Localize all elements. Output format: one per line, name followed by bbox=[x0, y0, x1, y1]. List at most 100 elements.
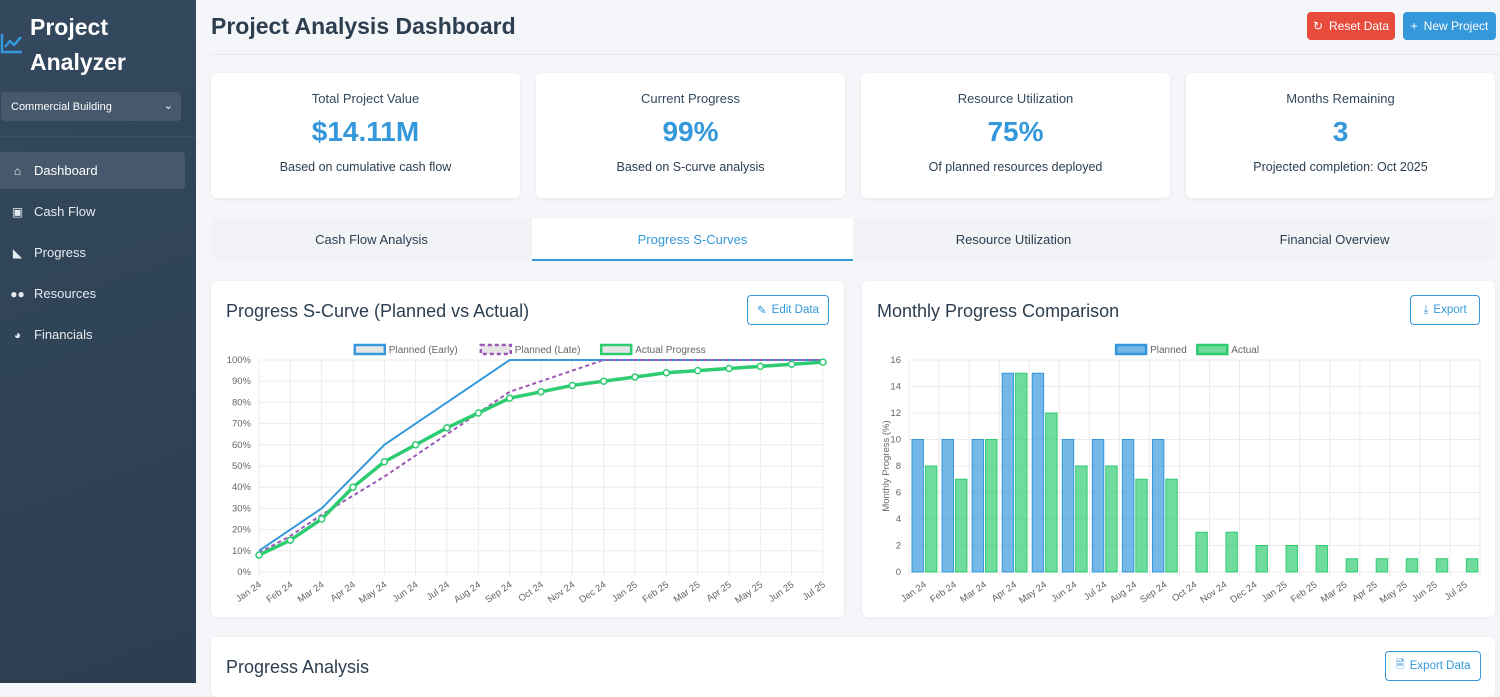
button-label: Export Data bbox=[1409, 660, 1471, 672]
bar-actual bbox=[1075, 465, 1088, 573]
legend-label: Actual Progress bbox=[635, 345, 706, 356]
y-tick-label: 12 bbox=[890, 408, 901, 419]
bar-planned bbox=[1001, 372, 1015, 573]
stat-value: 3 bbox=[1332, 116, 1349, 147]
stat-card-months-remaining: Months Remaining 3 Projected completion: O… bbox=[1186, 73, 1495, 198]
bar-actual bbox=[1165, 478, 1178, 573]
s-curve-chart: 0%10%20%30%40%50%60%70%80%90%100%Jan 24 F… bbox=[227, 343, 828, 606]
y-tick-label: 100% bbox=[227, 355, 252, 366]
data-point bbox=[474, 409, 483, 417]
bar-planned bbox=[1091, 439, 1105, 573]
nav-label: Cash Flow bbox=[34, 204, 96, 219]
bar-planned bbox=[1061, 439, 1075, 573]
y-tick-label: 0 bbox=[896, 567, 901, 578]
x-tick-label: Jan 24 bbox=[234, 579, 264, 604]
nav-label: Financials bbox=[34, 327, 93, 342]
bar-actual bbox=[924, 465, 938, 573]
redo-icon: ↻ bbox=[1312, 19, 1324, 33]
x-tick-label: Jun 25 bbox=[767, 579, 797, 604]
s-curve-card: Progress S-Curve (Planned vs Actual) ✎ Ed… bbox=[211, 281, 844, 617]
stat-subtext: Based on S-curve analysis bbox=[616, 160, 765, 174]
bar-actual bbox=[1225, 531, 1238, 573]
bar-actual bbox=[1135, 478, 1148, 573]
data-point bbox=[255, 551, 263, 559]
stat-label: Current Progress bbox=[641, 91, 740, 106]
project-select[interactable]: Commercial Building ⌄ bbox=[1, 92, 181, 121]
button-label: Edit Data bbox=[771, 304, 819, 316]
x-tick-label: Jan 24 bbox=[899, 579, 929, 604]
chevron-down-icon: ⌄ bbox=[163, 100, 173, 112]
stat-subtext: Based on cumulative cash flow bbox=[279, 160, 452, 174]
x-tick-label: Aug 24 bbox=[452, 579, 483, 605]
sidebar-item-dashboard[interactable]: ⌂ Dashboard bbox=[0, 152, 185, 189]
y-tick-label: 16 bbox=[890, 355, 901, 366]
edit-icon: ✎ bbox=[757, 305, 767, 317]
series-line-planned-early- bbox=[258, 359, 823, 552]
x-tick-label: Sep 24 bbox=[1138, 579, 1169, 605]
x-tick-label: Mar 24 bbox=[296, 579, 327, 605]
stat-value: 75% bbox=[987, 116, 1044, 147]
tab-cash-flow-analysis[interactable]: Cash Flow Analysis bbox=[315, 232, 428, 247]
bar-planned bbox=[1031, 372, 1045, 573]
new-project-label: New Project bbox=[1423, 19, 1489, 33]
y-tick-label: 10 bbox=[890, 435, 901, 446]
data-point bbox=[317, 515, 326, 523]
data-point bbox=[756, 362, 765, 371]
stat-subtext: Projected completion: Oct 2025 bbox=[1253, 160, 1428, 174]
bar-actual bbox=[1435, 558, 1449, 573]
users-icon: ●● bbox=[10, 286, 25, 301]
tab-resource-utilization[interactable]: Resource Utilization bbox=[955, 232, 1072, 247]
export-data-button[interactable]: 🗎 Export Data bbox=[1385, 651, 1481, 681]
stat-label: Resource Utilization bbox=[957, 91, 1074, 106]
bar-actual bbox=[1405, 558, 1419, 573]
data-point bbox=[349, 483, 357, 491]
bar-actual bbox=[1105, 465, 1118, 573]
stat-card-progress: Current Progress 99% Based on S-curve anal… bbox=[536, 73, 845, 198]
data-point bbox=[725, 364, 733, 373]
y-tick-label: 60% bbox=[232, 440, 252, 451]
x-tick-label: Apr 24 bbox=[990, 579, 1019, 604]
bar-actual bbox=[1285, 545, 1298, 573]
y-tick-label: 4 bbox=[896, 514, 901, 525]
sidebar-item-progress[interactable]: ◣ Progress bbox=[0, 234, 185, 271]
x-tick-label: May 24 bbox=[357, 579, 389, 606]
nav-label: Resources bbox=[34, 286, 97, 301]
bar-actual bbox=[1045, 412, 1058, 573]
x-tick-label: Oct 24 bbox=[1170, 579, 1199, 604]
data-point bbox=[693, 366, 702, 375]
data-point bbox=[505, 394, 514, 402]
legend-swatch bbox=[353, 343, 387, 356]
bar-actual bbox=[1315, 545, 1329, 573]
data-point bbox=[286, 536, 295, 544]
tab-bar: Cash Flow Analysis Progress S-Curves Res… bbox=[211, 218, 1495, 261]
bar-actual bbox=[1195, 531, 1208, 573]
new-project-button[interactable]: + New Project bbox=[1403, 12, 1496, 40]
sidebar-item-resources[interactable]: ●● Resources bbox=[0, 275, 185, 312]
y-tick-label: 30% bbox=[232, 503, 252, 514]
x-tick-label: Feb 24 bbox=[265, 579, 296, 605]
y-tick-label: 20% bbox=[232, 525, 252, 536]
money-icon: ▣ bbox=[11, 204, 24, 219]
x-tick-label: Nov 24 bbox=[546, 579, 577, 605]
export-button[interactable]: ⤓ Export bbox=[1410, 295, 1480, 325]
series-line-planned-late- bbox=[258, 359, 823, 554]
pie-chart-icon: ◕ bbox=[13, 327, 22, 342]
legend-swatch bbox=[599, 343, 633, 356]
y-tick-label: 70% bbox=[232, 419, 252, 430]
x-tick-label: Feb 25 bbox=[1289, 579, 1320, 605]
progress-analysis-card: Progress Analysis 🗎 Export Data bbox=[211, 637, 1495, 697]
y-tick-label: 14 bbox=[890, 382, 901, 393]
x-tick-label: May 25 bbox=[1378, 579, 1410, 606]
edit-data-button[interactable]: ✎ Edit Data bbox=[747, 295, 829, 325]
bar-planned bbox=[971, 439, 985, 573]
card-title: Monthly Progress Comparison bbox=[877, 301, 1120, 321]
tab-financial-overview[interactable]: Financial Overview bbox=[1279, 232, 1390, 247]
stat-label: Months Remaining bbox=[1286, 91, 1395, 106]
x-tick-label: Apr 24 bbox=[328, 579, 357, 604]
tab-progress-s-curves[interactable]: Progress S-Curves bbox=[532, 218, 853, 261]
y-axis-title: Monthly Progress (%) bbox=[881, 420, 892, 511]
sidebar-item-cash-flow[interactable]: ▣ Cash Flow bbox=[0, 193, 185, 230]
sidebar-item-financials[interactable]: ◕ Financials bbox=[0, 316, 185, 353]
sidebar-divider bbox=[0, 136, 196, 137]
reset-data-button[interactable]: ↻ Reset Data bbox=[1307, 12, 1395, 40]
